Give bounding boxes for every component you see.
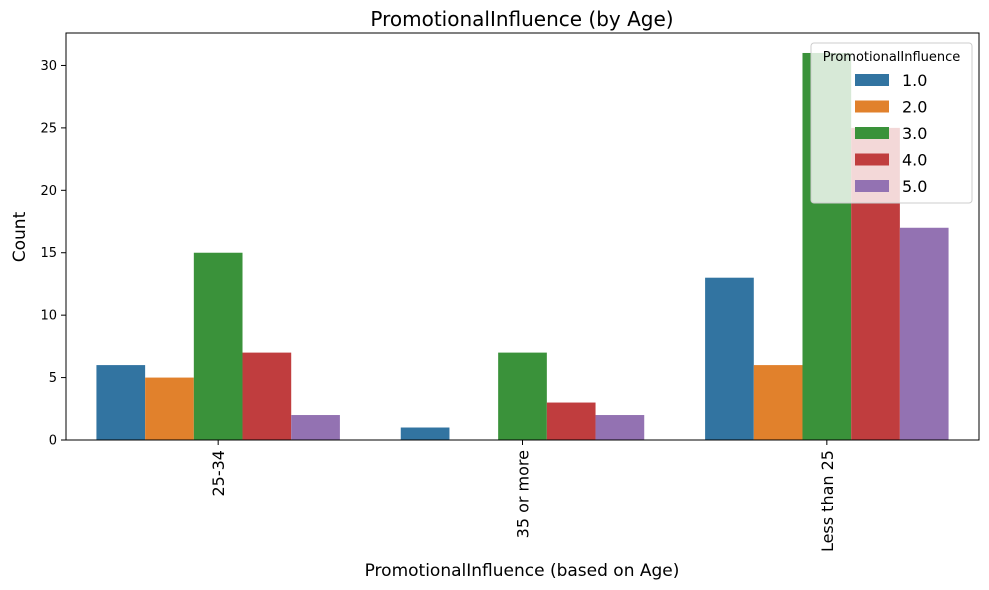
legend-label: 2.0	[902, 98, 927, 117]
legend: PromotionalInfluence 1.0 2.0 3.0 4.0 5.0	[810, 42, 973, 204]
bar	[400, 427, 450, 440]
legend-label: 4.0	[902, 151, 927, 170]
y-tick-label: 25	[40, 121, 57, 136]
y-tick-label: 10	[40, 309, 57, 324]
legend-swatch	[855, 74, 889, 86]
legend-label: 5.0	[902, 177, 927, 196]
x-tick-label: 25-34	[209, 450, 228, 497]
legend-label: 1.0	[902, 71, 927, 90]
bar	[899, 227, 949, 440]
bar	[242, 352, 292, 440]
x-tick-label: Less than 25	[818, 450, 837, 552]
y-tick-label: 0	[49, 434, 57, 449]
y-tick-label: 15	[40, 246, 57, 261]
y-tick-label: 5	[49, 371, 57, 386]
plot-frame	[65, 32, 980, 441]
legend-label: 3.0	[902, 124, 927, 143]
legend-title: PromotionalInfluence	[823, 50, 961, 65]
legend-swatch	[855, 127, 889, 139]
y-axis: 0 5 10 15 20 25 30	[40, 59, 66, 449]
x-tick-label: 35 or more	[514, 450, 533, 538]
x-axis-label: PromotionalInfluence (based on Age)	[365, 561, 680, 581]
bar	[96, 365, 146, 440]
bar	[705, 277, 754, 440]
bar	[546, 402, 596, 440]
y-axis-label: Count	[10, 211, 30, 262]
chart-title: PromotionalInfluence (by Age)	[370, 7, 673, 31]
bar	[595, 415, 645, 440]
legend-swatch	[855, 100, 889, 113]
bar	[145, 377, 194, 440]
y-tick-label: 30	[40, 59, 57, 74]
x-axis: 25-34 35 or more Less than 25	[209, 440, 837, 552]
legend-box	[810, 42, 973, 204]
bar	[753, 365, 803, 440]
bar	[498, 352, 547, 440]
bar	[291, 415, 340, 440]
legend-swatch	[855, 153, 889, 166]
bar	[193, 252, 243, 440]
legend-swatch	[855, 180, 889, 192]
y-tick-label: 20	[40, 184, 57, 199]
